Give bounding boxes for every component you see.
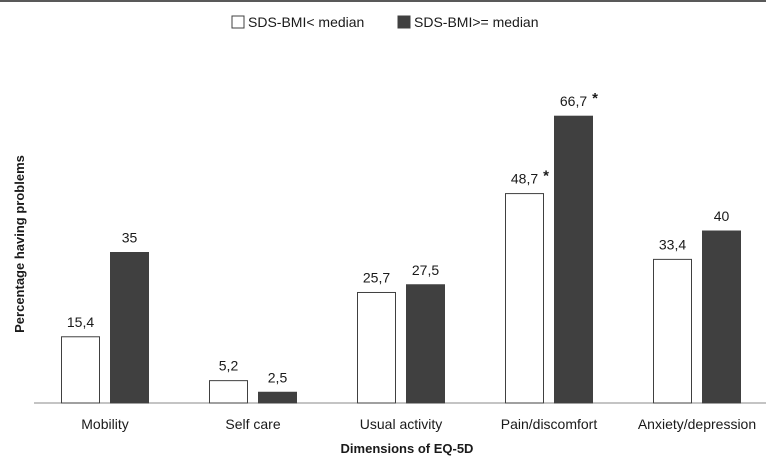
legend-label-series-2: SDS-BMI>= median bbox=[414, 14, 539, 30]
legend-swatch-series-1 bbox=[231, 15, 245, 29]
bar-series-2 bbox=[110, 252, 149, 404]
bar-series-1 bbox=[653, 258, 692, 404]
data-label: 25,7 bbox=[363, 269, 390, 285]
y-axis-title: Percentage having problems bbox=[12, 155, 27, 333]
bar-series-1 bbox=[357, 291, 396, 404]
x-axis-title: Dimensions of EQ-5D bbox=[341, 441, 474, 456]
x-tick-label: Pain/discomfort bbox=[501, 416, 598, 432]
significance-marker: * bbox=[543, 168, 549, 185]
bar-series-1 bbox=[61, 336, 100, 404]
bar-series-2 bbox=[702, 230, 741, 404]
bar-series-1 bbox=[209, 380, 248, 404]
bar-series-2 bbox=[406, 284, 445, 404]
data-label: 35 bbox=[122, 230, 138, 246]
x-tick-label: Anxiety/depression bbox=[638, 416, 756, 432]
data-label: 27,5 bbox=[412, 262, 439, 278]
bar-series-2 bbox=[258, 391, 297, 404]
x-tick-label: Mobility bbox=[81, 416, 128, 432]
data-label: 48,7 bbox=[511, 171, 538, 187]
bar-series-1 bbox=[505, 193, 544, 404]
legend: SDS-BMI< median SDS-BMI>= median bbox=[231, 14, 539, 30]
data-label: 40 bbox=[714, 208, 730, 224]
x-tick-label: Self care bbox=[225, 416, 280, 432]
data-label: 2,5 bbox=[268, 369, 288, 385]
legend-swatch-series-2 bbox=[397, 15, 411, 29]
data-label: 33,4 bbox=[659, 236, 686, 252]
significance-marker: * bbox=[592, 90, 598, 107]
bars-group bbox=[61, 115, 741, 404]
data-label: 66,7 bbox=[560, 93, 587, 109]
x-tick-labels-group: Mobility Self care Usual activity Pain/disc… bbox=[81, 416, 756, 432]
legend-label-series-1: SDS-BMI< median bbox=[248, 14, 364, 30]
data-labels-group: 15,4 35 5,2 2,5 25,7 27,5 48,7 * 66,7 * 33,4 40 bbox=[67, 90, 730, 385]
bar-series-2 bbox=[554, 115, 593, 404]
data-label: 15,4 bbox=[67, 314, 94, 330]
x-tick-label: Usual activity bbox=[360, 416, 442, 432]
data-label: 5,2 bbox=[219, 358, 239, 374]
